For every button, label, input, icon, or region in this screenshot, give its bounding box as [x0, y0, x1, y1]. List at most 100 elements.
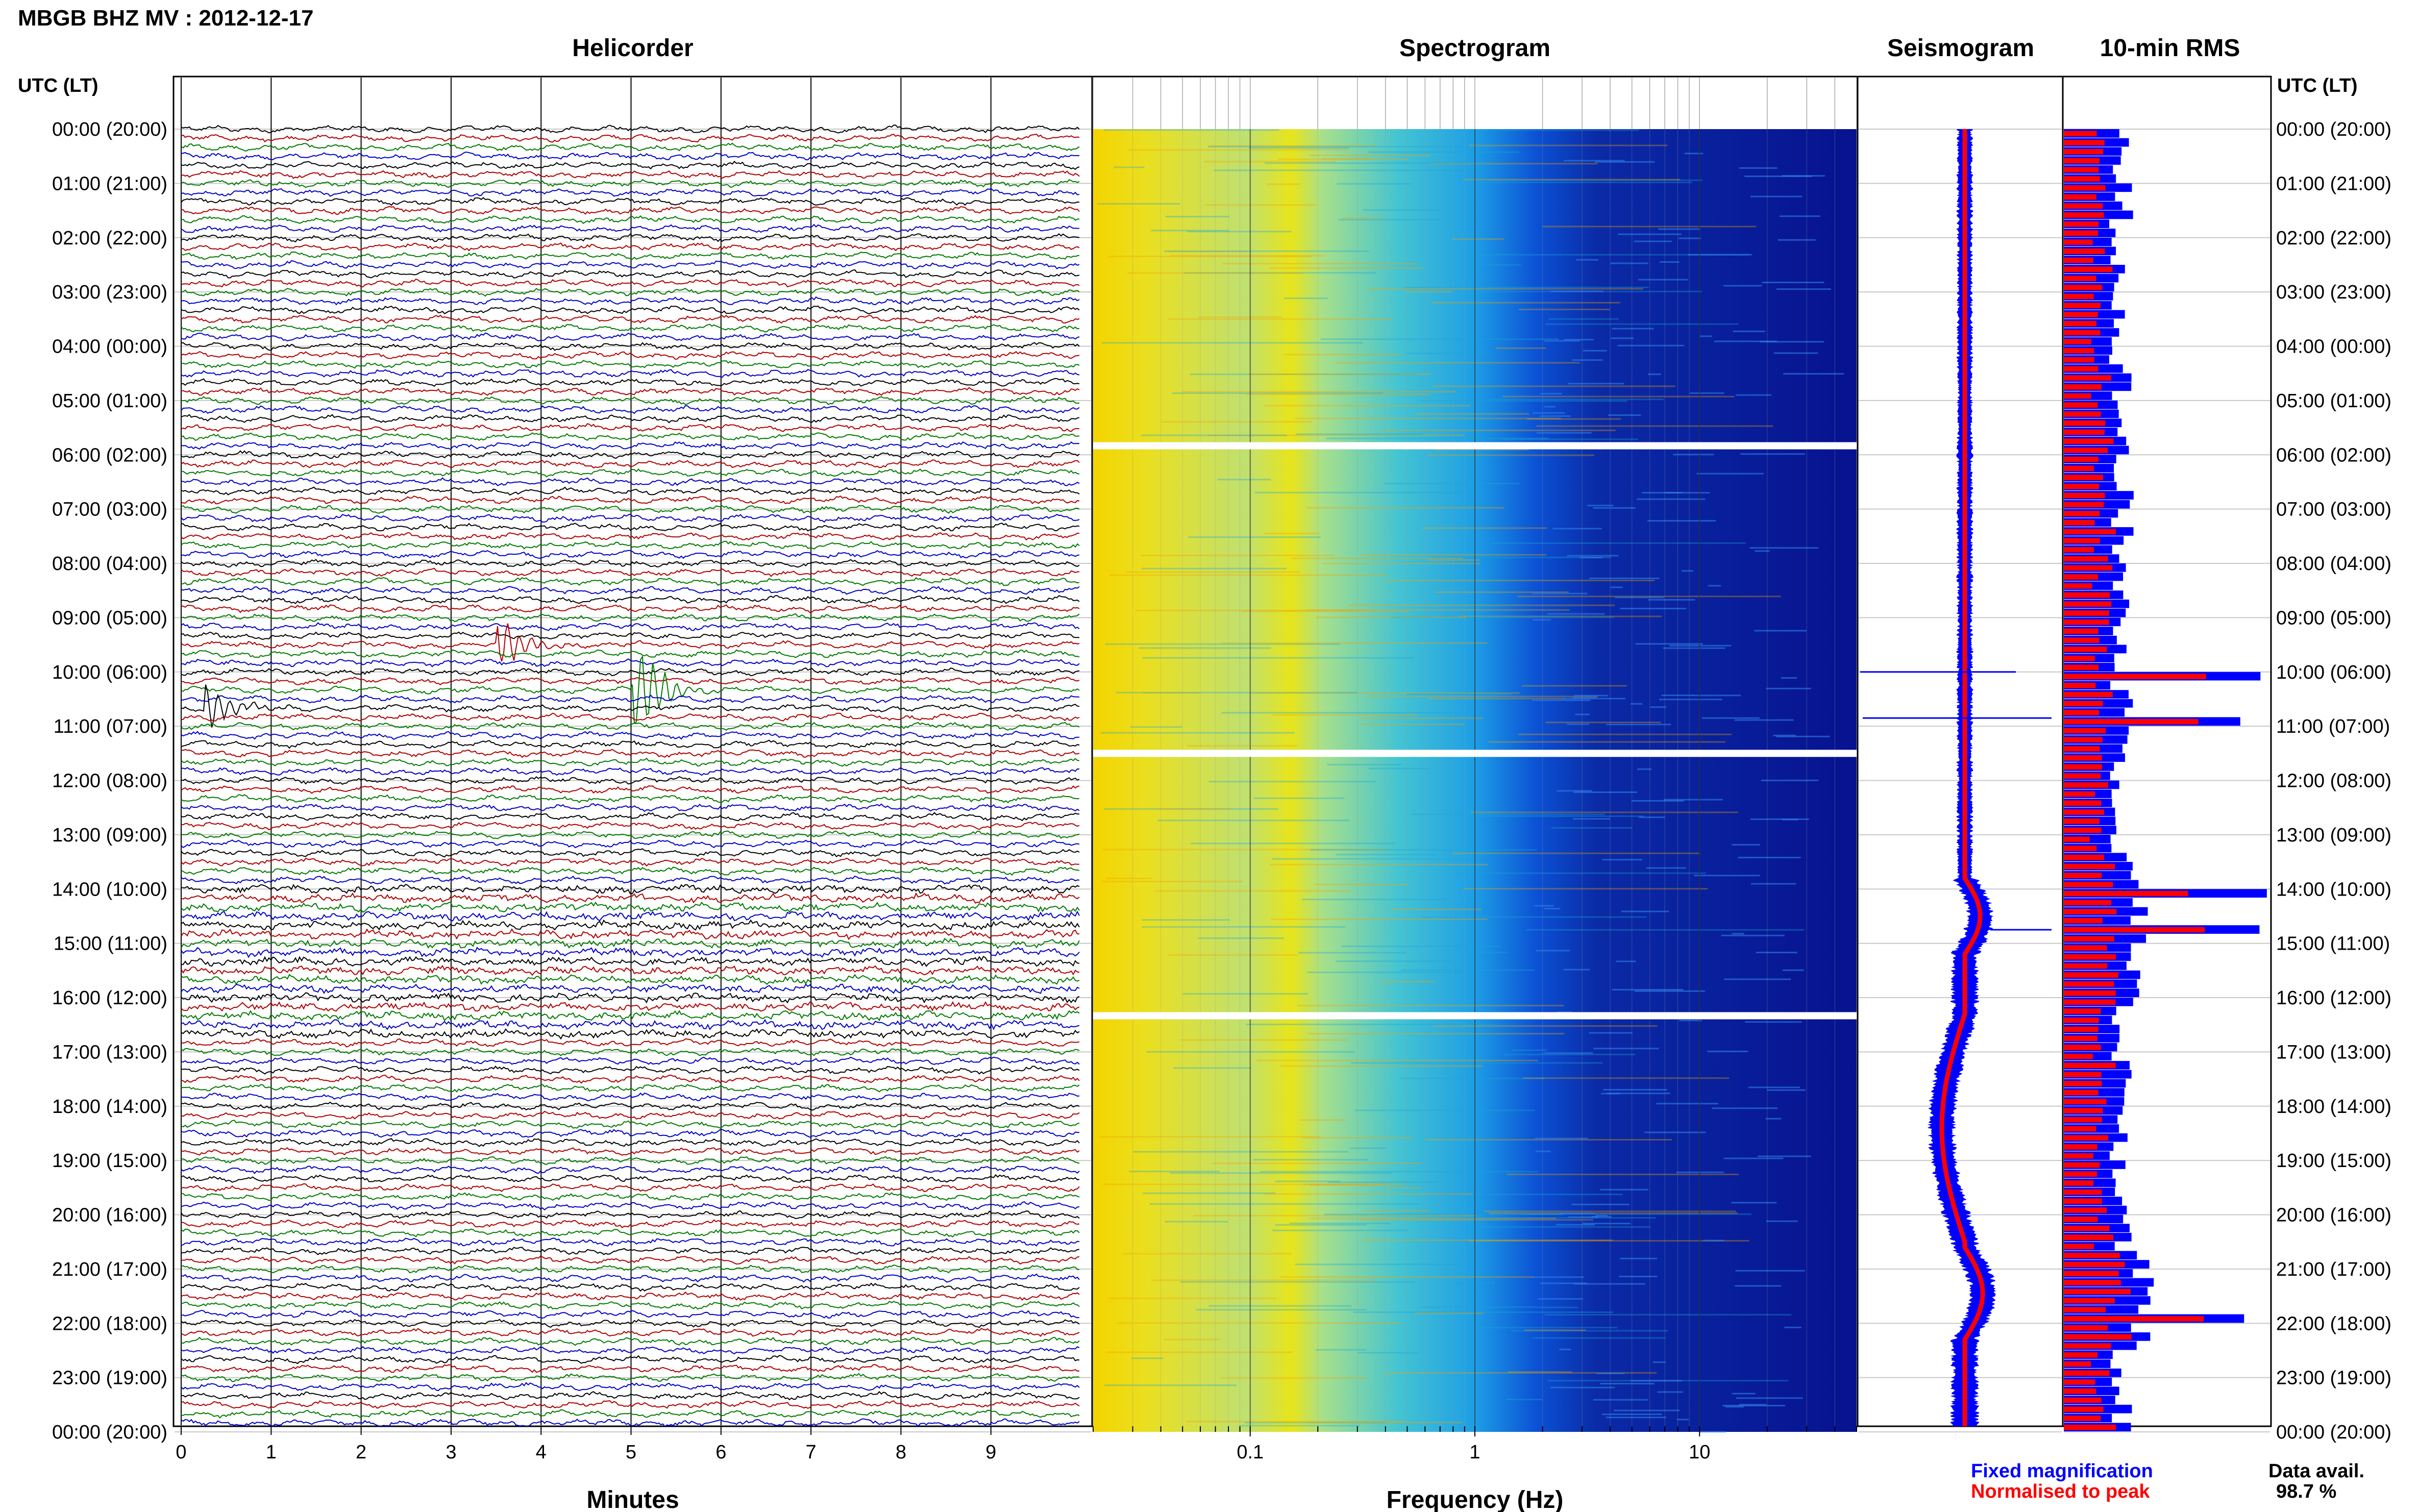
hour-label-left: 05:00 (01:00) [52, 390, 167, 412]
rms-bar-normalised [2064, 276, 2096, 281]
spectrogram-streak [1567, 383, 1624, 385]
x-tick-label: 0.1 [1237, 1442, 1264, 1463]
spectrogram-streak [1708, 585, 1721, 587]
spectrogram-streak [1384, 1372, 1657, 1374]
spectrogram-streak [1198, 316, 1282, 318]
spectrogram-streak [1459, 1226, 1650, 1228]
helicorder-trace [181, 848, 1080, 858]
helicorder-trace [181, 224, 1080, 233]
rms-bar-normalised [2064, 827, 2102, 833]
rms-bar-normalised [2064, 791, 2095, 797]
helicorder-trace [181, 1355, 1080, 1365]
helicorder-trace [181, 983, 1080, 995]
spectrogram-streak [1365, 1209, 1429, 1211]
spectrogram-streak [1755, 550, 1770, 552]
helicorder-trace [181, 1174, 1080, 1183]
rms-bar-normalised [2064, 284, 2103, 290]
rms-bar-normalised [2064, 393, 2091, 399]
spectrogram-streak [1135, 609, 1372, 611]
spectrogram-streak [1567, 555, 1619, 557]
hour-label-right: 22:00 (18:00) [2276, 1313, 2391, 1334]
helicorder-trace [181, 1192, 1080, 1201]
spectrogram-streak [1782, 175, 1825, 177]
spectrogram-streak [1573, 791, 1638, 794]
spectrogram-streak [1462, 1217, 1656, 1219]
helicorder-x-label: Minutes [586, 1486, 679, 1512]
hour-label-left: 09:00 (05:00) [52, 607, 167, 629]
spectrogram-streak [1547, 613, 1605, 615]
spectrogram-streak [1552, 528, 1602, 530]
spectrogram-streak [1732, 1393, 1756, 1395]
spectrogram-streak [1614, 1409, 1680, 1411]
helicorder-trace [181, 495, 1080, 505]
rms-bar-normalised [2064, 619, 2109, 625]
spectrogram-streak [1739, 1404, 1767, 1406]
helicorder-trace [181, 1156, 1080, 1165]
spectrogram-streak [1106, 877, 1152, 879]
helicorder-trace [181, 667, 1080, 677]
hour-label-right: 06:00 (02:00) [2276, 444, 2391, 466]
spectrogram-streak [1758, 1155, 1811, 1157]
helicorder-trace [181, 432, 1080, 441]
hour-label-left: 23:00 (19:00) [52, 1368, 167, 1389]
spectrogram-streak [1299, 1119, 1347, 1121]
spectrogram-streak [1244, 1422, 1387, 1424]
spectrogram-streak [1738, 856, 1801, 858]
spectrogram-streak [1196, 1309, 1367, 1311]
spectrogram-streak [1207, 145, 1493, 147]
spectrogram-streak [1105, 643, 1340, 645]
helicorder-trace [181, 1074, 1080, 1084]
spectrogram-streak [1526, 418, 1621, 420]
rms-bar-normalised [2064, 519, 2095, 526]
spectrogram-streak [1602, 859, 1643, 861]
spectrogram-streak [1138, 647, 1271, 649]
spectrogram-streak [1532, 699, 1591, 701]
rms-bar-normalised [2064, 818, 2100, 824]
spectrogram-streak [1781, 677, 1797, 679]
rms-bar-normalised [2064, 655, 2095, 661]
rms-bars [2064, 129, 2267, 1431]
spectrogram-streak [1631, 800, 1684, 802]
hour-label-left: 16:00 (12:00) [52, 987, 167, 1009]
spectrogram-streak [1188, 536, 1321, 538]
spectrogram-streak [1571, 1203, 1630, 1205]
helicorder-trace [181, 305, 1080, 315]
hour-label-left: 06:00 (02:00) [52, 444, 167, 466]
x-tick-label: 8 [896, 1442, 906, 1463]
spectrogram-streak [1676, 1171, 1724, 1173]
spectrogram-streak [1602, 1414, 1662, 1416]
spectrogram-streak [1360, 724, 1465, 726]
spectrogram-streak [1158, 808, 1230, 810]
rms-bar-normalised [2064, 538, 2100, 543]
rms-bar-normalised [2064, 664, 2099, 671]
helicorder-trace [181, 875, 1080, 885]
spectrogram-streak [1761, 779, 1819, 781]
spectrogram-streak [1272, 714, 1418, 716]
spectrogram-streak [1452, 238, 1504, 240]
helicorder-trace [181, 152, 1080, 161]
rms-bar-normalised [2064, 249, 2105, 254]
hour-label-right: 00:00 (20:00) [2276, 1422, 2391, 1443]
spectrogram-streak [1701, 717, 1760, 719]
helicorder-trace [181, 1382, 1080, 1392]
spectrogram-streak [1508, 1371, 1572, 1373]
helicorder-trace [181, 803, 1080, 812]
rms-bar-normalised [2064, 429, 2105, 435]
helicorder-trace [181, 170, 1080, 179]
rms-bar-normalised [2064, 375, 2112, 381]
rms-bar-normalised [2064, 936, 2114, 942]
helicorder-trace [181, 459, 1080, 469]
rms-bar-normalised [2064, 927, 2205, 933]
data-availability-label: Data avail. [2268, 1460, 2364, 1482]
rms-bar-normalised [2064, 836, 2090, 842]
spectrogram-streak [1537, 1298, 1583, 1300]
spectrogram-streak [1587, 505, 1614, 507]
spectrogram-streak [1744, 175, 1812, 177]
spectrogram-streak [1712, 1107, 1778, 1109]
helicorder-trace [181, 179, 1080, 188]
helicorder-trace [181, 342, 1080, 351]
spectrogram-streak [1707, 1050, 1748, 1052]
helicorder-trace [181, 1047, 1080, 1056]
spectrogram-streak [1104, 1384, 1237, 1386]
spectrogram-streak [1180, 1281, 1415, 1283]
